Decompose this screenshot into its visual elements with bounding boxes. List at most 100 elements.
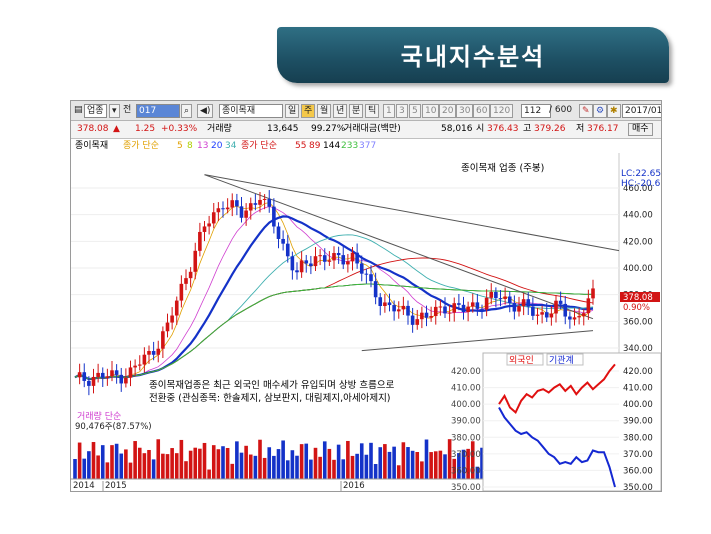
settings-icon[interactable]: ✱ bbox=[607, 104, 621, 118]
minute-1[interactable]: 1 bbox=[383, 104, 395, 118]
candle-body bbox=[184, 278, 188, 284]
amount-value: 58,016 bbox=[441, 124, 473, 134]
candle-body bbox=[281, 238, 285, 244]
inset-tick-label: 390.00 bbox=[623, 417, 653, 427]
inset-left-tick-label: 360.00 bbox=[451, 466, 481, 476]
candle-body bbox=[433, 306, 438, 317]
volume-bar bbox=[225, 447, 230, 479]
volume-bar bbox=[211, 445, 216, 479]
period-week[interactable]: 주 bbox=[301, 104, 316, 118]
candle-body bbox=[119, 374, 124, 384]
period-year[interactable]: 년 bbox=[333, 104, 348, 118]
candle-body bbox=[225, 207, 230, 210]
volume-bar bbox=[457, 453, 461, 479]
candle-body bbox=[350, 252, 355, 262]
volume-value: 13,645 bbox=[267, 124, 299, 134]
candle-body bbox=[526, 299, 531, 307]
candle-body bbox=[443, 306, 447, 314]
up-arrow-icon: ▲ bbox=[113, 124, 120, 134]
volume-bar bbox=[415, 452, 420, 479]
volume-bar bbox=[299, 444, 304, 479]
minute-5[interactable]: 5 bbox=[409, 104, 421, 118]
ma-period: 233 bbox=[341, 141, 359, 151]
candle-body bbox=[420, 312, 424, 320]
group-dropdown[interactable]: ▾ bbox=[109, 104, 120, 118]
candle-body bbox=[198, 231, 202, 251]
volume-bar bbox=[114, 443, 119, 479]
candle-body bbox=[507, 296, 512, 304]
period-month[interactable]: 월 bbox=[317, 104, 332, 118]
investor-inset bbox=[482, 352, 661, 491]
volume-bar bbox=[128, 462, 133, 479]
prev-label[interactable]: 전 bbox=[123, 105, 132, 115]
candle-body bbox=[128, 367, 133, 378]
candle-body bbox=[262, 198, 267, 200]
tool-icon[interactable]: ✎ bbox=[579, 104, 593, 118]
chart-canvas: 460.00 440.00 420.00 400.00 380.00 360.00 340.… bbox=[71, 153, 661, 491]
annotation-box bbox=[145, 377, 475, 407]
volume-bar bbox=[100, 445, 105, 479]
candle-body bbox=[373, 281, 378, 298]
period-tick[interactable]: 틱 bbox=[365, 104, 380, 118]
candle-body bbox=[151, 351, 156, 355]
candle-body bbox=[392, 305, 396, 312]
low-value: 376.17 bbox=[587, 124, 619, 134]
order-button[interactable]: 매수 bbox=[628, 123, 653, 136]
volume-bar bbox=[285, 460, 290, 479]
candle-body bbox=[309, 263, 313, 267]
candle-body bbox=[87, 380, 91, 386]
last-pct: 0.90% bbox=[623, 303, 650, 313]
candle-body bbox=[170, 315, 174, 323]
low-label: 저 bbox=[576, 124, 585, 134]
candle-body bbox=[346, 261, 350, 265]
candle-body bbox=[318, 255, 322, 257]
candle-body bbox=[415, 319, 420, 325]
minute-10[interactable]: 10 bbox=[422, 104, 440, 118]
high-label: 고 bbox=[523, 124, 532, 134]
volume-bar bbox=[151, 459, 156, 479]
volume-bar bbox=[318, 456, 322, 479]
count-input[interactable]: 112 bbox=[521, 104, 551, 118]
minute-120[interactable]: 120 bbox=[490, 104, 514, 118]
volume-bar bbox=[239, 452, 244, 479]
inset-legend-foreign: 외국인 bbox=[509, 354, 534, 366]
config-icon[interactable]: ⚙ bbox=[593, 104, 608, 118]
trendline-upper bbox=[204, 174, 620, 252]
minute-3[interactable]: 3 bbox=[396, 104, 408, 118]
name-field: 종이목재 bbox=[219, 104, 283, 118]
date-field[interactable]: 2017/01/ bbox=[622, 104, 661, 118]
candle-body bbox=[540, 312, 544, 315]
candle-body bbox=[332, 253, 336, 261]
chart-type-icon[interactable]: ▤ bbox=[74, 105, 83, 115]
inset-tick-label: 410.00 bbox=[623, 384, 653, 394]
candle-body bbox=[272, 206, 276, 227]
candle-body bbox=[202, 226, 207, 232]
candle-body bbox=[193, 250, 198, 272]
inset-tick-label: 360.00 bbox=[623, 466, 653, 476]
volume-bar bbox=[133, 441, 137, 479]
candle-body bbox=[133, 365, 137, 368]
inset-left-tick-label: 390.00 bbox=[451, 417, 481, 427]
candle-body bbox=[299, 260, 304, 273]
minute-60[interactable]: 60 bbox=[473, 104, 491, 118]
period-day[interactable]: 일 bbox=[285, 104, 300, 118]
candle-body bbox=[244, 210, 248, 218]
volume-bar bbox=[230, 463, 235, 479]
minute-30[interactable]: 30 bbox=[456, 104, 474, 118]
speaker-icon[interactable]: ◀) bbox=[197, 104, 214, 118]
volume-bar bbox=[396, 465, 401, 479]
volume-bar bbox=[369, 442, 373, 479]
candle-body bbox=[549, 313, 554, 318]
candle-body bbox=[359, 263, 364, 274]
title-banner: 국내지수분석 bbox=[277, 27, 669, 83]
candle-body bbox=[295, 270, 299, 273]
minute-20[interactable]: 20 bbox=[439, 104, 457, 118]
group-select[interactable]: 업종 bbox=[84, 104, 107, 118]
candle-body bbox=[77, 372, 82, 378]
candle-body bbox=[105, 376, 110, 378]
candle-body bbox=[554, 300, 558, 314]
search-icon[interactable]: ⌕ bbox=[181, 104, 193, 118]
period-minute[interactable]: 분 bbox=[349, 104, 364, 118]
code-input[interactable]: 017 bbox=[136, 104, 180, 118]
ma-period: 377 bbox=[359, 141, 377, 151]
